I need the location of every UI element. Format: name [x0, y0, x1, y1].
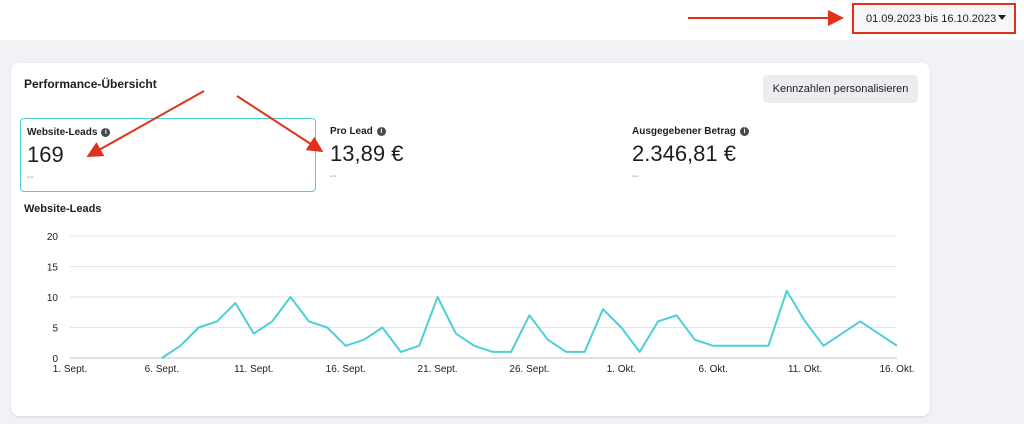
data-point [289, 295, 293, 299]
data-point [509, 350, 513, 354]
series-line-website-leads [161, 289, 898, 359]
y-tick-label: 10 [47, 293, 59, 304]
caret-down-icon [998, 15, 1006, 20]
data-point [766, 344, 770, 348]
x-tick-label: 1. Sept. [53, 364, 87, 375]
data-point [417, 344, 421, 348]
y-tick-label: 15 [47, 263, 59, 274]
data-point [748, 344, 752, 348]
data-point [711, 344, 715, 348]
data-point [693, 338, 697, 342]
x-tick-label: 1. Okt. [607, 364, 636, 375]
info-icon[interactable]: i [376, 127, 386, 136]
data-point [601, 307, 605, 311]
data-point [325, 326, 329, 330]
data-point [619, 326, 623, 330]
data-point [307, 319, 311, 323]
metric-amount-spent[interactable]: Ausgegebener Betrag i 2.346,81 € -- [626, 118, 922, 192]
data-point [362, 338, 366, 342]
data-point [178, 344, 182, 348]
data-point [233, 301, 237, 305]
x-tick-label: 21. Sept. [418, 364, 458, 375]
x-tick-label: 26. Sept. [509, 364, 549, 375]
metric-value: 169 [27, 142, 64, 167]
data-point [472, 344, 476, 348]
metric-label: Website-Leads [27, 127, 98, 138]
data-point [436, 295, 440, 299]
data-point [785, 289, 789, 293]
data-point [252, 332, 256, 336]
data-point [821, 344, 825, 348]
x-tick-label: 6. Sept. [145, 364, 179, 375]
x-tick-label: 16. Okt. [879, 364, 914, 375]
metric-delta: -- [27, 172, 34, 183]
personalize-metrics-button[interactable]: Kennzahlen personalisieren [763, 75, 918, 103]
metric-delta: -- [330, 171, 337, 182]
data-point [583, 350, 587, 354]
data-point [215, 319, 219, 323]
y-tick-label: 20 [47, 232, 59, 243]
data-point [399, 350, 403, 354]
data-point [895, 344, 899, 348]
card-title: Performance-Übersicht [24, 77, 157, 91]
info-icon[interactable]: i [739, 127, 749, 136]
data-point [197, 326, 201, 330]
data-point [858, 319, 862, 323]
data-point [674, 313, 678, 317]
x-tick-label: 16. Sept. [326, 364, 366, 375]
data-point [527, 313, 531, 317]
y-tick-label: 5 [52, 324, 58, 335]
metric-delta: -- [632, 171, 639, 182]
metric-label: Ausgegebener Betrag [632, 126, 736, 137]
data-point [160, 356, 164, 360]
x-tick-label: 11. Okt. [788, 364, 822, 375]
data-point [344, 344, 348, 348]
date-range-picker[interactable]: 01.09.2023 bis 16.10.2023 [852, 3, 1016, 34]
metric-value: 13,89 € [330, 141, 404, 166]
metric-cost-per-lead[interactable]: Pro Lead i 13,89 € -- [324, 118, 620, 192]
data-point [454, 332, 458, 336]
data-point [564, 350, 568, 354]
data-point [803, 319, 807, 323]
data-point [491, 350, 495, 354]
data-point [270, 319, 274, 323]
metric-value: 2.346,81 € [632, 141, 736, 166]
data-point [840, 332, 844, 336]
x-tick-label: 11. Sept. [234, 364, 273, 375]
data-point [638, 350, 642, 354]
x-tick-label: 6. Okt. [698, 364, 727, 375]
metric-label: Pro Lead [330, 126, 373, 137]
y-tick-label: 0 [52, 354, 58, 365]
top-bar: 01.09.2023 bis 16.10.2023 [0, 0, 1024, 40]
data-point [730, 344, 734, 348]
data-point [656, 319, 660, 323]
date-range-label: 01.09.2023 bis 16.10.2023 [866, 12, 997, 25]
data-point [380, 326, 384, 330]
data-point [546, 338, 550, 342]
chart-title: Website-Leads [24, 203, 102, 215]
data-point [877, 332, 881, 336]
